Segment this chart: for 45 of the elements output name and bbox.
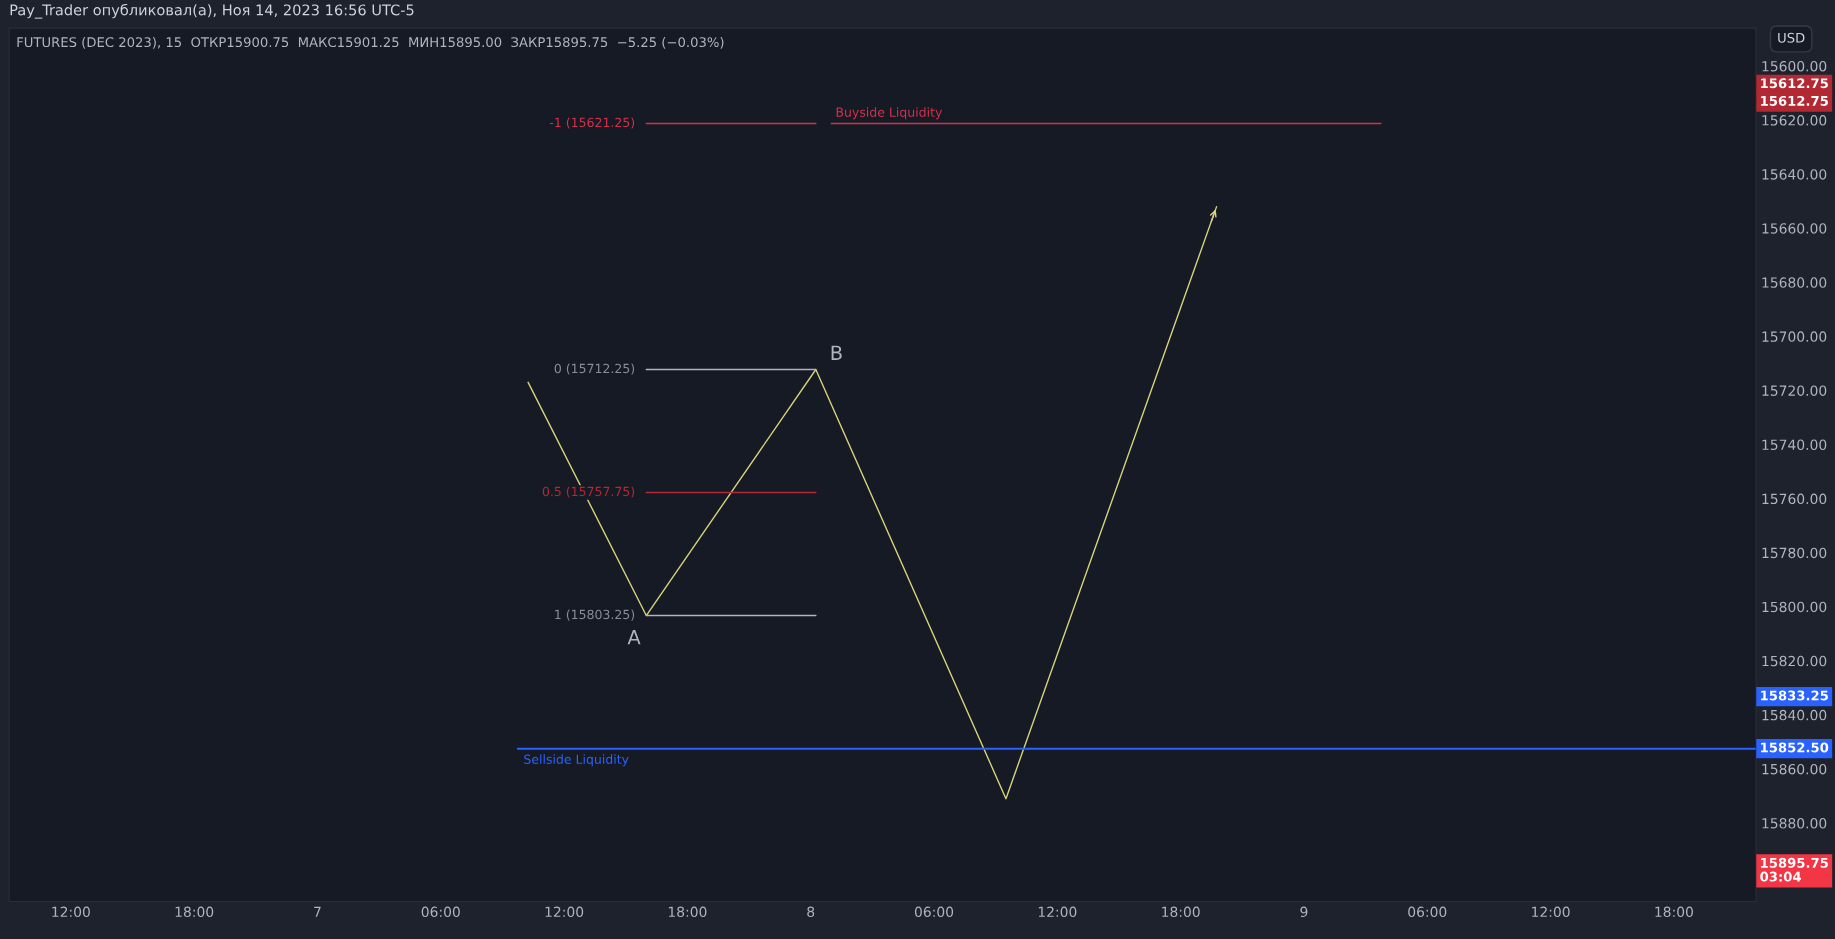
x-tick-label: 12:00 <box>545 906 584 918</box>
annotation: A <box>627 630 641 645</box>
y-tick-label: 15700.00 <box>1762 331 1827 342</box>
x-tick-label: 18:00 <box>668 906 707 918</box>
x-tick-label: 18:00 <box>1162 906 1200 918</box>
y-tick-label: 15620.00 <box>1762 115 1827 126</box>
chart-title: Pay_Trader опубликовал(а), Ноя 14, 2023 16:56 UTC-5 <box>10 3 414 19</box>
x-tick-label: 12:00 <box>52 906 90 918</box>
x-tick-label: 7 <box>314 906 321 917</box>
annotation: 1 (15803.25) <box>555 609 635 621</box>
y-tick-label: 15740.00 <box>1762 439 1827 450</box>
annotation: Sellside Liquidity <box>524 754 629 767</box>
text: 15833.25 <box>1761 690 1828 701</box>
text: 15895.75 03:04 <box>1760 857 1828 882</box>
x-tick-label: 12:00 <box>1532 906 1570 918</box>
annotation: 0.5 (15757.75) <box>542 486 635 498</box>
x-tick-label: 9 <box>1300 906 1308 918</box>
x-tick-label: 12:00 <box>1038 906 1077 918</box>
y-tick-label: 15860.00 <box>1762 763 1827 775</box>
x-tick-label: 06:00 <box>1408 906 1447 918</box>
x-tick-label: 18:00 <box>1655 906 1693 918</box>
x-tick-label: 18:00 <box>175 906 214 918</box>
annotation: B <box>831 345 842 360</box>
y-tick-label: 15660.00 <box>1762 223 1827 234</box>
text: 15612.75 <box>1761 95 1828 106</box>
text: FUTURES (DEC 2023), 15 ОТКР15900.75 МАКС15901.25 МИН15895.00 ЗАКР15895.75 −5.25 (−0.03%) <box>17 36 724 49</box>
x-tick-label: 06:00 <box>421 906 460 918</box>
y-tick-label: 15880.00 <box>1762 818 1827 829</box>
y-tick-label: 15800.00 <box>1762 601 1827 613</box>
y-tick-label: 15780.00 <box>1762 547 1827 559</box>
text: USD <box>1778 32 1805 43</box>
y-tick-label: 15600.00 <box>1762 60 1827 72</box>
y-tick-label: 15840.00 <box>1762 709 1827 721</box>
y-tick-label: 15680.00 <box>1762 277 1827 288</box>
x-tick-label: 06:00 <box>914 906 954 918</box>
annotation: 0 (15712.25) <box>554 363 635 375</box>
x-tick-label: 8 <box>807 906 815 918</box>
text: 15612.75 <box>1761 78 1828 89</box>
y-tick-label: 15820.00 <box>1762 655 1827 667</box>
annotation: Buyside Liquidity <box>836 107 942 120</box>
text: 15852.50 <box>1761 742 1829 753</box>
y-tick-label: 15720.00 <box>1762 385 1827 396</box>
annotation: -1 (15621.25) <box>549 117 635 129</box>
y-tick-label: 15760.00 <box>1762 493 1827 505</box>
y-tick-label: 15640.00 <box>1762 169 1827 180</box>
